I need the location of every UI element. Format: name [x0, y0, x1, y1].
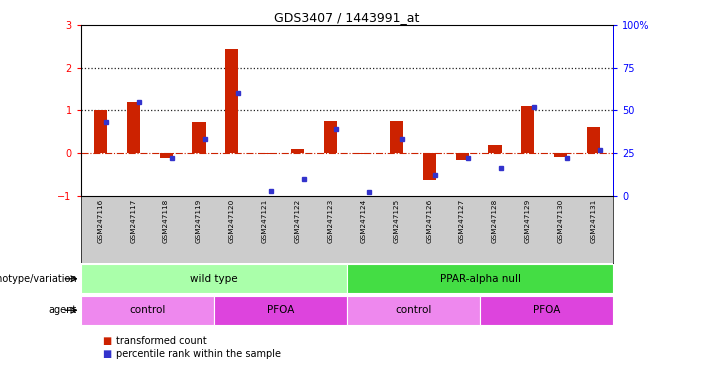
Bar [456, 153, 469, 161]
Text: GSM247130: GSM247130 [558, 199, 564, 243]
Text: GSM247116: GSM247116 [97, 199, 103, 243]
Text: ■: ■ [102, 336, 111, 346]
Text: GSM247117: GSM247117 [130, 199, 136, 243]
Bar [587, 127, 600, 153]
Bar [554, 153, 567, 157]
Bar [94, 111, 107, 153]
Text: wild type: wild type [190, 274, 238, 284]
Bar [522, 106, 534, 153]
Text: genotype/variation: genotype/variation [0, 274, 77, 284]
Text: GSM247122: GSM247122 [294, 199, 301, 243]
Bar [160, 153, 172, 158]
Bar [127, 102, 139, 153]
Bar [291, 149, 304, 153]
Text: transformed count: transformed count [116, 336, 206, 346]
Text: PPAR-alpha null: PPAR-alpha null [440, 274, 521, 284]
Text: agent: agent [49, 305, 77, 315]
Title: GDS3407 / 1443991_at: GDS3407 / 1443991_at [274, 11, 420, 24]
Text: PFOA: PFOA [533, 305, 561, 315]
Text: PFOA: PFOA [266, 305, 294, 315]
Text: control: control [395, 305, 432, 315]
Text: ■: ■ [102, 349, 111, 359]
Text: GSM247126: GSM247126 [426, 199, 433, 243]
Text: GSM247121: GSM247121 [261, 199, 268, 243]
Text: percentile rank within the sample: percentile rank within the sample [116, 349, 280, 359]
Bar [258, 153, 271, 154]
Text: GSM247128: GSM247128 [492, 199, 498, 243]
Text: GSM247120: GSM247120 [229, 199, 235, 243]
Bar [225, 49, 238, 153]
Text: GSM247129: GSM247129 [525, 199, 531, 243]
Bar [324, 121, 337, 153]
Bar [357, 153, 370, 154]
Text: GSM247123: GSM247123 [327, 199, 334, 243]
Text: GSM247118: GSM247118 [163, 199, 169, 243]
Text: GSM247125: GSM247125 [393, 199, 400, 243]
Bar [193, 122, 205, 153]
Bar [81, 296, 214, 325]
Bar [214, 296, 347, 325]
Bar [347, 264, 613, 293]
Bar [423, 153, 436, 180]
Bar [81, 264, 347, 293]
Text: control: control [129, 305, 165, 315]
Bar [347, 296, 480, 325]
Text: GSM247124: GSM247124 [360, 199, 367, 243]
Text: GSM247119: GSM247119 [196, 199, 202, 243]
Text: GSM247127: GSM247127 [459, 199, 465, 243]
Bar [480, 296, 613, 325]
Text: GSM247131: GSM247131 [591, 199, 597, 243]
Bar [390, 121, 403, 153]
Bar [489, 146, 501, 153]
